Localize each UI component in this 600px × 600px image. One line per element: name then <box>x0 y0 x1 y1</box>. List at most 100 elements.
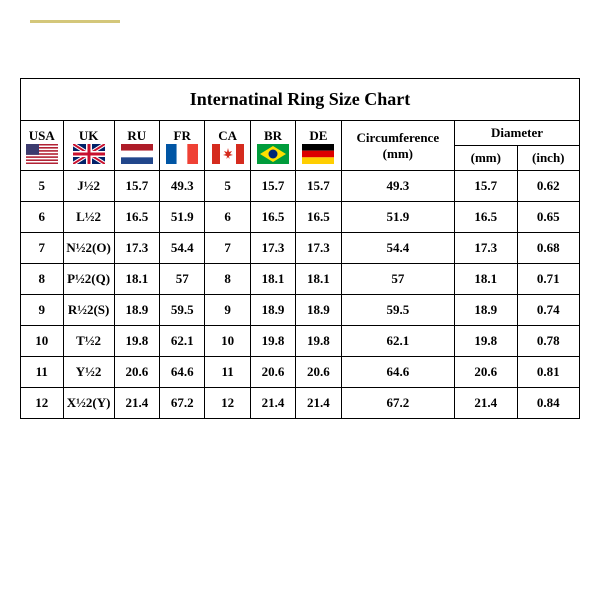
cell-din: 0.78 <box>517 326 580 357</box>
cell-fr: 57 <box>160 264 205 295</box>
header-de: DE <box>296 121 341 171</box>
cell-ca: 6 <box>205 202 250 233</box>
cell-ca: 9 <box>205 295 250 326</box>
cell-ru: 21.4 <box>114 388 159 419</box>
cell-dmm: 18.1 <box>455 264 517 295</box>
cell-br: 21.4 <box>250 388 295 419</box>
cell-de: 20.6 <box>296 357 341 388</box>
header-uk-label: UK <box>64 128 114 144</box>
cell-ru: 18.1 <box>114 264 159 295</box>
cell-fr: 51.9 <box>160 202 205 233</box>
ca-flag-icon <box>212 144 244 164</box>
header-uk: UK <box>63 121 114 171</box>
cell-din: 0.84 <box>517 388 580 419</box>
cell-br: 15.7 <box>250 171 295 202</box>
cell-circ: 62.1 <box>341 326 455 357</box>
header-fr: FR <box>160 121 205 171</box>
cell-circ: 59.5 <box>341 295 455 326</box>
cell-uk: L½2 <box>63 202 114 233</box>
cell-br: 18.9 <box>250 295 295 326</box>
cell-usa: 7 <box>21 233 64 264</box>
cell-circ: 54.4 <box>341 233 455 264</box>
cell-uk: T½2 <box>63 326 114 357</box>
cell-br: 16.5 <box>250 202 295 233</box>
cell-circ: 67.2 <box>341 388 455 419</box>
cell-dmm: 18.9 <box>455 295 517 326</box>
ru-flag-icon <box>121 144 153 164</box>
cell-usa: 8 <box>21 264 64 295</box>
header-usa: USA <box>21 121 64 171</box>
cell-fr: 59.5 <box>160 295 205 326</box>
cell-de: 18.1 <box>296 264 341 295</box>
cell-dmm: 19.8 <box>455 326 517 357</box>
cell-br: 20.6 <box>250 357 295 388</box>
cell-usa: 12 <box>21 388 64 419</box>
cell-din: 0.81 <box>517 357 580 388</box>
cell-de: 17.3 <box>296 233 341 264</box>
header-br-label: BR <box>251 128 295 144</box>
cell-ru: 19.8 <box>114 326 159 357</box>
cell-fr: 62.1 <box>160 326 205 357</box>
cell-uk: N½2(O) <box>63 233 114 264</box>
cell-dmm: 20.6 <box>455 357 517 388</box>
cell-ca: 8 <box>205 264 250 295</box>
cell-usa: 11 <box>21 357 64 388</box>
cell-circ: 51.9 <box>341 202 455 233</box>
cell-ca: 7 <box>205 233 250 264</box>
header-ca: CA <box>205 121 250 171</box>
cell-de: 18.9 <box>296 295 341 326</box>
table-row: 7N½2(O)17.354.4717.317.354.417.30.68 <box>21 233 580 264</box>
cell-ca: 10 <box>205 326 250 357</box>
uk-flag-icon <box>73 144 105 164</box>
cell-de: 21.4 <box>296 388 341 419</box>
cell-circ: 57 <box>341 264 455 295</box>
cell-uk: P½2(Q) <box>63 264 114 295</box>
table-row: 8P½2(Q)18.157818.118.15718.10.71 <box>21 264 580 295</box>
cell-dmm: 17.3 <box>455 233 517 264</box>
cell-ru: 17.3 <box>114 233 159 264</box>
cell-br: 19.8 <box>250 326 295 357</box>
cell-circ: 49.3 <box>341 171 455 202</box>
header-ru-label: RU <box>115 128 159 144</box>
table-title: Internatinal Ring Size Chart <box>21 79 580 121</box>
cell-uk: X½2(Y) <box>63 388 114 419</box>
header-diameter-mm: (mm) <box>455 146 517 171</box>
de-flag-icon <box>302 144 334 164</box>
header-diameter: Diameter <box>455 121 580 146</box>
fr-flag-icon <box>166 144 198 164</box>
cell-fr: 67.2 <box>160 388 205 419</box>
ring-size-table: Internatinal Ring Size Chart USA UK <box>20 78 580 419</box>
br-flag-icon <box>257 144 289 164</box>
table-row: 6L½216.551.9616.516.551.916.50.65 <box>21 202 580 233</box>
gold-accent-line <box>30 20 120 23</box>
cell-dmm: 15.7 <box>455 171 517 202</box>
cell-ca: 11 <box>205 357 250 388</box>
cell-ca: 5 <box>205 171 250 202</box>
cell-br: 17.3 <box>250 233 295 264</box>
cell-usa: 5 <box>21 171 64 202</box>
table-row: 11Y½220.664.61120.620.664.620.60.81 <box>21 357 580 388</box>
cell-de: 19.8 <box>296 326 341 357</box>
cell-usa: 10 <box>21 326 64 357</box>
cell-usa: 6 <box>21 202 64 233</box>
header-ca-label: CA <box>205 128 249 144</box>
cell-din: 0.71 <box>517 264 580 295</box>
header-de-label: DE <box>296 128 340 144</box>
cell-circ: 64.6 <box>341 357 455 388</box>
cell-uk: R½2(S) <box>63 295 114 326</box>
cell-de: 15.7 <box>296 171 341 202</box>
cell-ru: 20.6 <box>114 357 159 388</box>
cell-ru: 16.5 <box>114 202 159 233</box>
table-row: 10T½219.862.11019.819.862.119.80.78 <box>21 326 580 357</box>
cell-dmm: 21.4 <box>455 388 517 419</box>
cell-fr: 49.3 <box>160 171 205 202</box>
cell-din: 0.62 <box>517 171 580 202</box>
header-fr-label: FR <box>160 128 204 144</box>
header-br: BR <box>250 121 295 171</box>
cell-ca: 12 <box>205 388 250 419</box>
header-usa-label: USA <box>21 128 63 144</box>
cell-fr: 54.4 <box>160 233 205 264</box>
cell-din: 0.65 <box>517 202 580 233</box>
cell-br: 18.1 <box>250 264 295 295</box>
cell-ru: 15.7 <box>114 171 159 202</box>
